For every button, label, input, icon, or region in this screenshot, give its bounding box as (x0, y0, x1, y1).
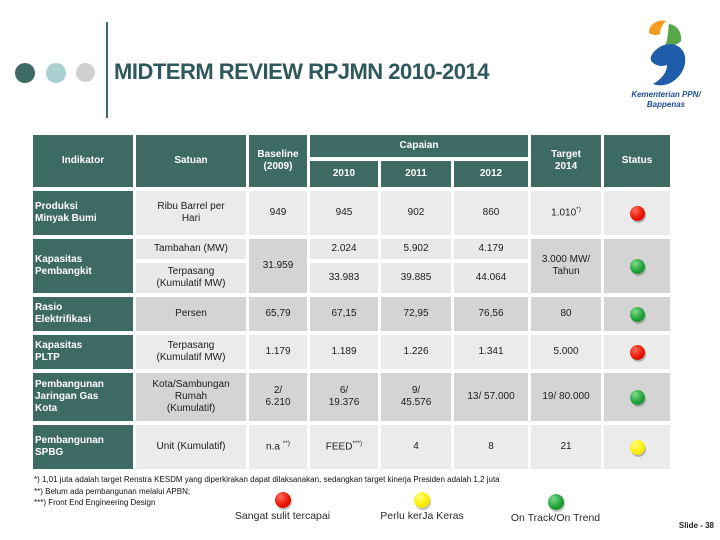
footnote-3: ***) Front End Engineering Design (34, 498, 156, 507)
footnote-1: *) 1,01 juta adalah target Renstra KESDM… (34, 475, 500, 484)
cell-baseline: 1.179 (249, 335, 307, 369)
cell-target: 21 (531, 425, 602, 469)
legend-green-dot-icon (547, 494, 564, 510)
cell-satuan: Kota/Sambungan Rumah (Kumulatif) (136, 373, 246, 421)
cell-status (604, 239, 671, 293)
cell-satuan: Terpasang (Kumulatif MW) (136, 335, 246, 369)
row-label-kapasitas-pembangkit: Kapasitas Pembangkit (33, 239, 133, 293)
cell-target: 19/ 80.000 (531, 373, 602, 421)
footnote-2: **) Belum ada pembangunan melalui APBN; (34, 486, 191, 496)
cell-2010: 945 (310, 191, 378, 235)
cell-2011-terpasang: 39.885 (381, 263, 451, 293)
legend-label: On Track/On Trend (510, 512, 601, 524)
cell-satuan: Ribu Barrel per Hari (136, 191, 246, 235)
cell-2010: 67,15 (310, 297, 378, 331)
cell-2011: 9/ 45.576 (381, 373, 451, 421)
cell-status (604, 191, 671, 235)
cell-2011: 4 (381, 425, 451, 469)
column-header-capaian: Capaian (310, 135, 529, 157)
legend-label: Sangat sulit tercapai (234, 510, 331, 522)
legend-red-dot-icon (274, 492, 291, 508)
column-header-2012: 2012 (454, 161, 529, 187)
status-indicator (629, 205, 645, 221)
column-header-target: Target 2014 (531, 135, 602, 187)
column-header-status: Status (604, 135, 671, 187)
cell-baseline: n.a **) (249, 425, 307, 469)
cell-2010: FEED***) (310, 425, 378, 469)
cell-2010-terpasang: 33.983 (310, 263, 378, 293)
cell-2011-tambahan: 5.902 (381, 239, 451, 259)
cell-2011: 72,95 (381, 297, 451, 331)
cell-2010: 6/ 19.376 (310, 373, 378, 421)
cell-2011: 902 (381, 191, 451, 235)
baseline-footnote-marker: **) (282, 440, 290, 448)
column-header-satuan: Satuan (136, 135, 246, 187)
target-footnote-marker: *) (576, 206, 581, 214)
cell-2012: 13/ 57.000 (454, 373, 529, 421)
cell-status (604, 335, 671, 369)
legend-item-perlu-kerja-keras: Perlu kerJa Keras (372, 492, 472, 522)
cell-baseline: 2/ 6.210 (249, 373, 307, 421)
column-header-2011: 2011 (381, 161, 451, 187)
status-indicator (629, 344, 645, 360)
bullet-dot-teal (15, 63, 35, 83)
cell-2012: 8 (454, 425, 529, 469)
cell-2010-tambahan: 2.024 (310, 239, 378, 259)
cell-2012-terpasang: 44.064 (454, 263, 529, 293)
page-title: MIDTERM REVIEW RPJMN 2010-2014 (114, 59, 490, 84)
cell-satuan-tambahan: Tambahan (MW) (136, 239, 246, 259)
cell-target: 80 (531, 297, 602, 331)
row-label-jaringan-gas-kota: Pembangunan Jaringan Gas Kota (33, 373, 133, 421)
target-value: 1.010 (551, 207, 577, 219)
cell-2011: 1.226 (381, 335, 451, 369)
cell-2012: 1.341 (454, 335, 529, 369)
bullet-dot-lightblue (46, 63, 66, 83)
footnotes: *) 1,01 juta adalah target Renstra KESDM… (34, 474, 594, 509)
c2010-value: FEED (325, 441, 353, 453)
cell-2012-tambahan: 4.179 (454, 239, 529, 259)
row-label-pembangunan-spbg: Pembangunan SPBG (33, 425, 133, 469)
cell-2010: 1.189 (310, 335, 378, 369)
cell-2012: 76,56 (454, 297, 529, 331)
status-indicator (629, 258, 645, 274)
bappenas-logo: Kementerian PPN/ Bappenas (620, 16, 712, 109)
cell-status (604, 425, 671, 469)
legend-item-on-track: On Track/On Trend (498, 494, 613, 524)
cell-satuan-terpasang: Terpasang (Kumulatif MW) (136, 263, 246, 293)
cell-status (604, 373, 671, 421)
cell-baseline: 31.959 (249, 239, 307, 293)
baseline-value: n.a (266, 441, 283, 453)
cell-target: 5.000 (531, 335, 602, 369)
legend-yellow-dot-icon (414, 492, 430, 508)
column-header-2010: 2010 (310, 161, 378, 187)
column-header-indikator: Indikator (33, 135, 133, 187)
cell-2012: 860 (454, 191, 529, 235)
legend-label: Perlu kerJa Keras (380, 510, 464, 522)
legend-item-sangat-sulit: Sangat sulit tercapai (225, 492, 340, 522)
status-indicator (629, 439, 645, 455)
cell-satuan: Persen (136, 297, 246, 331)
header-divider-line (106, 22, 108, 118)
row-label-rasio-elektrifikasi: Rasio Elektrifikasi (33, 297, 133, 331)
cell-baseline: 65,79 (249, 297, 307, 331)
logo-text-line1: Kementerian PPN/ (631, 90, 701, 99)
column-header-baseline: Baseline (2009) (249, 135, 307, 187)
indicator-table: Indikator Satuan Baseline (2009) Capaian… (30, 131, 673, 473)
cell-satuan: Unit (Kumulatif) (136, 425, 246, 469)
cell-baseline: 949 (249, 191, 307, 235)
status-indicator (629, 306, 645, 322)
logo-text-line2: Bappenas (646, 99, 686, 109)
slide-number: Slide - 38 (678, 521, 714, 530)
bullet-dot-gray (76, 63, 95, 82)
cell-target: 3.000 MW/ Tahun (531, 239, 602, 293)
cell-target: 1.010*) (531, 191, 602, 235)
status-indicator (629, 389, 645, 405)
cell-status (604, 297, 671, 331)
row-label-kapasitas-pltp: Kapasitas PLTP (33, 335, 133, 369)
c2010-footnote-marker: ***) (352, 440, 363, 448)
row-label-produksi-minyak-bumi: Produksi Minyak Bumi (33, 191, 133, 235)
bappenas-logo-icon (649, 20, 686, 86)
